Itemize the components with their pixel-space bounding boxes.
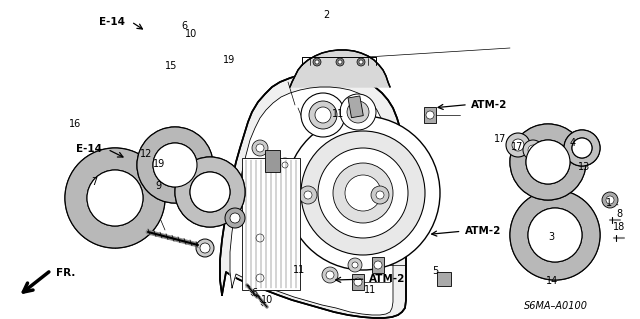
Text: FR.: FR. [56,268,76,278]
Text: 14: 14 [545,276,558,286]
Text: 17: 17 [511,142,524,152]
Polygon shape [290,50,390,87]
Circle shape [200,243,210,253]
Text: ATM-2: ATM-2 [369,274,405,284]
Wedge shape [510,190,600,280]
Circle shape [528,208,582,262]
Text: E-14: E-14 [99,17,125,27]
Circle shape [326,271,334,279]
Circle shape [352,262,358,268]
Circle shape [345,175,381,211]
Circle shape [282,162,288,168]
Circle shape [426,111,434,119]
Circle shape [523,140,543,160]
Circle shape [572,138,592,158]
Circle shape [309,101,337,129]
Text: ATM-2: ATM-2 [465,226,501,236]
Circle shape [336,58,344,66]
Circle shape [322,267,338,283]
Bar [352,274,364,290]
Circle shape [225,208,245,228]
Circle shape [528,145,538,155]
Text: 11: 11 [364,285,376,295]
Circle shape [196,239,214,257]
Bar [437,272,451,286]
Text: 10: 10 [261,295,274,305]
Circle shape [252,270,268,286]
Circle shape [354,278,362,286]
Circle shape [359,60,363,64]
Circle shape [602,192,618,208]
Bar [348,96,364,118]
Bar [242,158,300,290]
Text: 13: 13 [577,162,590,173]
Text: 1: 1 [606,197,612,208]
Polygon shape [230,87,393,315]
Text: 11: 11 [332,109,344,119]
Text: 12: 12 [140,149,152,159]
Text: 8: 8 [616,209,623,219]
Circle shape [153,143,197,187]
Circle shape [357,58,365,66]
Wedge shape [510,124,586,200]
Circle shape [318,148,408,238]
Polygon shape [220,72,406,318]
Text: 3: 3 [548,232,555,242]
Text: 4: 4 [570,138,576,148]
Circle shape [606,196,614,204]
Text: 18: 18 [613,222,626,232]
Circle shape [374,261,382,269]
Circle shape [347,101,369,123]
Circle shape [313,58,321,66]
Text: 2: 2 [323,10,330,20]
Circle shape [256,234,264,242]
Circle shape [526,140,570,184]
Text: 7: 7 [92,177,98,188]
Circle shape [230,213,240,223]
Text: 10: 10 [184,29,197,40]
Circle shape [301,131,425,255]
Circle shape [333,163,393,223]
Bar [424,107,436,123]
Text: 5: 5 [432,265,438,276]
Circle shape [87,170,143,226]
Text: S6MA–A0100: S6MA–A0100 [524,300,588,311]
Circle shape [315,60,319,64]
Circle shape [256,144,264,152]
Circle shape [371,186,389,204]
Circle shape [252,230,268,246]
Circle shape [506,133,530,157]
Circle shape [278,158,292,172]
Bar [372,257,384,273]
Circle shape [348,258,362,272]
Wedge shape [564,130,600,166]
Circle shape [340,94,376,130]
Wedge shape [175,157,245,227]
Circle shape [376,191,384,199]
Circle shape [304,191,312,199]
Circle shape [252,140,268,156]
Circle shape [190,172,230,212]
Wedge shape [137,127,213,203]
Text: E-14: E-14 [76,144,102,154]
Text: 16: 16 [69,119,82,129]
Wedge shape [65,148,165,248]
Text: 17: 17 [494,134,507,144]
Circle shape [256,274,264,282]
Bar [265,150,280,172]
Circle shape [301,93,345,137]
Text: ATM-2: ATM-2 [471,100,508,110]
Circle shape [286,116,440,270]
Text: 6: 6 [181,21,188,31]
Text: 15: 15 [165,61,178,71]
Text: 19: 19 [223,55,236,65]
Circle shape [315,107,331,123]
Text: 19: 19 [152,159,165,169]
Circle shape [512,139,524,151]
Circle shape [338,60,342,64]
Text: 9: 9 [156,181,162,191]
Text: 11: 11 [293,264,306,275]
Circle shape [299,186,317,204]
Text: 6: 6 [252,288,258,299]
